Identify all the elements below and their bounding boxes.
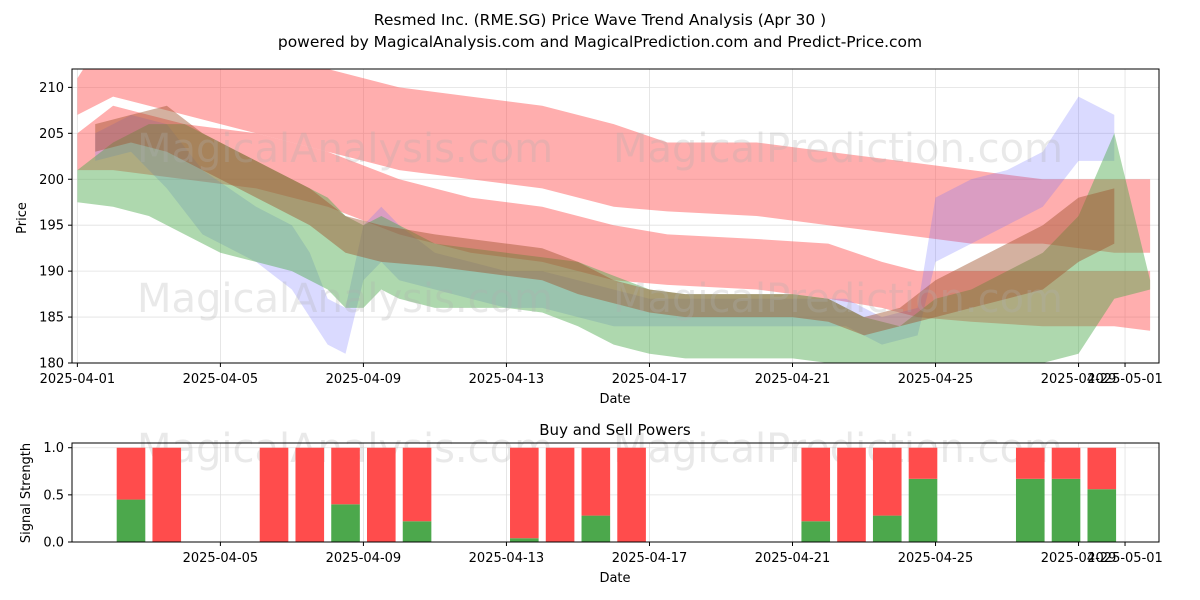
sell-power-bar [1051, 447, 1081, 479]
price-x-tick-label: 2025-04-09 [326, 372, 402, 387]
watermark-analysis-mid: MagicalAnalysis.com [137, 276, 553, 322]
sell-power-bar [366, 447, 396, 542]
price-x-tick-label: 2025-04-25 [898, 372, 974, 387]
watermark-analysis-top: MagicalAnalysis.com [137, 126, 553, 172]
red-upper-band [77, 69, 1151, 253]
price-y-tick-label: 210 [39, 81, 64, 96]
buy-power-bar [908, 478, 938, 542]
price-y-tick-label: 195 [39, 219, 64, 234]
price-x-tick-label: 2025-04-21 [755, 372, 831, 387]
price-plot-frame [71, 68, 1160, 364]
buy-power-bar [402, 521, 432, 542]
signal-axis-ticks: 0.0 0.5 1.0 2025-04-05 2025-04-09 2025-04-13 2… [43, 441, 1163, 566]
signal-chart-title: Buy and Sell Powers [539, 421, 691, 439]
signal-x-tick-label: 2025-04-29 [1041, 551, 1117, 566]
watermark-prediction-top: MagicalPrediction.com [613, 126, 1063, 172]
signal-y-tick-label: 0.0 [43, 536, 64, 551]
signal-x-tick-label: 2025-04-17 [612, 551, 688, 566]
sell-power-bar [259, 447, 289, 542]
sell-power-bar [295, 447, 325, 542]
signal-plot-frame [71, 442, 1160, 543]
price-x-tick-label: 2025-04-05 [183, 372, 259, 387]
buy-power-bar [581, 515, 611, 542]
buy-power-bar [331, 504, 360, 542]
sell-power-bar [872, 447, 902, 516]
price-x-tick-label: 2025-04-01 [40, 372, 116, 387]
sell-power-bar [837, 447, 866, 542]
price-axis-ticks: 180 185 190 195 200 205 210 2025-04-01 2025-04-0… [39, 81, 1163, 387]
signal-x-axis-label: Date [599, 571, 630, 586]
sell-power-bar [908, 447, 938, 479]
sell-power-bar [402, 447, 432, 522]
buy-power-bar [116, 499, 146, 542]
sell-power-bar [801, 447, 831, 522]
buy-power-bar [1087, 489, 1117, 542]
watermark-prediction-mid: MagicalPrediction.com [613, 276, 1063, 322]
price-y-tick-label: 190 [39, 265, 64, 280]
buy-power-bar [1015, 478, 1045, 542]
signal-panel: Buy and Sell Powers MagicalAnalysis.com … [19, 421, 1163, 586]
sell-power-bar [510, 447, 539, 539]
sell-power-bar [617, 447, 646, 542]
signal-y-tick-label: 1.0 [43, 441, 64, 456]
sell-power-bar [581, 447, 611, 516]
price-panel: MagicalAnalysis.com MagicalPrediction.co… [15, 68, 1163, 407]
price-x-tick-label: 2025-04-29 [1041, 372, 1117, 387]
brown-band [95, 105, 1115, 336]
sell-power-bar [1015, 447, 1045, 479]
price-y-tick-label: 185 [39, 311, 64, 326]
signal-x-tick-label: 2025-04-25 [898, 551, 974, 566]
buy-power-bar [510, 538, 539, 542]
price-gridlines [72, 69, 1159, 364]
green-band [77, 124, 1151, 363]
chart-title-line1: Resmed Inc. (RME.SG) Price Wave Trend An… [374, 11, 826, 29]
red-lower-band [77, 105, 1151, 331]
signal-x-tick-label: 2025-04-09 [326, 551, 402, 566]
signal-x-tick-label: 2025-04-13 [469, 551, 545, 566]
price-y-tick-label: 200 [39, 173, 64, 188]
signal-x-tick-label: 2025-05-01 [1087, 551, 1163, 566]
price-y-tick-label: 205 [39, 127, 64, 142]
buy-power-bar [872, 515, 902, 542]
price-y-tick-label: 180 [39, 357, 64, 372]
sell-power-bar [545, 447, 575, 542]
signal-y-tick-label: 0.5 [43, 488, 64, 503]
price-x-tick-label: 2025-04-17 [612, 372, 688, 387]
chart-title-line2: powered by MagicalAnalysis.com and Magic… [278, 33, 922, 51]
price-x-tick-label: 2025-05-01 [1087, 372, 1163, 387]
signal-bars [116, 447, 1117, 542]
sell-power-bar [331, 447, 360, 505]
sell-power-bar [116, 447, 146, 500]
buy-power-bar [1051, 478, 1081, 542]
signal-y-axis-label: Signal Strength [19, 443, 34, 543]
price-x-axis-label: Date [599, 392, 630, 407]
sell-power-bar [152, 447, 182, 542]
price-y-axis-label: Price [15, 202, 30, 234]
price-x-tick-label: 2025-04-13 [469, 372, 545, 387]
buy-power-bar [801, 521, 831, 542]
blue-band [95, 96, 1115, 354]
sell-power-bar [1087, 447, 1117, 490]
signal-x-tick-label: 2025-04-05 [183, 551, 259, 566]
price-wave-bands [77, 69, 1151, 363]
signal-x-tick-label: 2025-04-21 [755, 551, 831, 566]
